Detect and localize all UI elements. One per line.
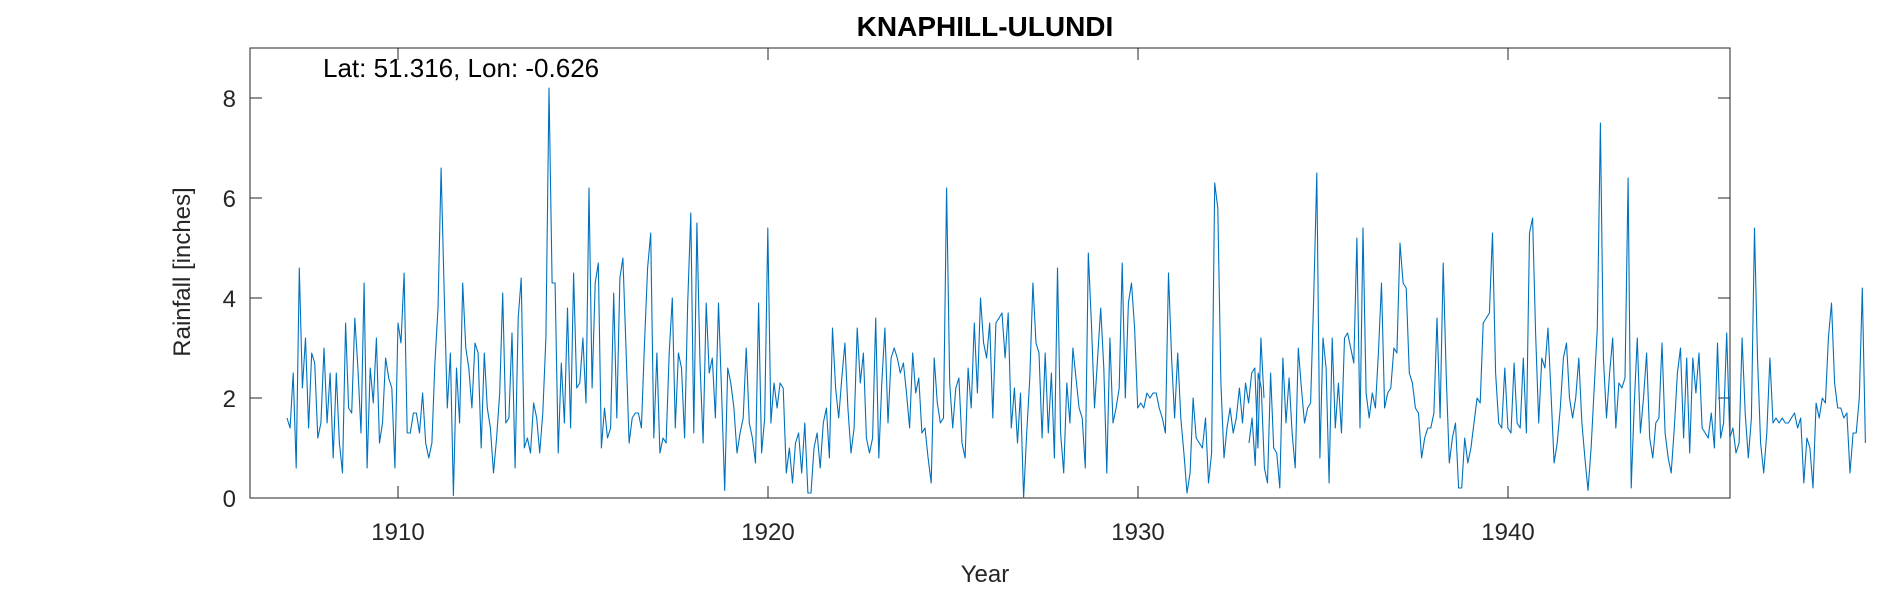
series-group — [286, 87, 1866, 499]
x-tick-label: 1910 — [371, 519, 424, 546]
y-tick-label: 6 — [223, 186, 236, 213]
y-tick-label: 8 — [223, 86, 236, 113]
axes: 1910 1920 1930 1940 0 2 4 6 8 — [223, 47, 1731, 546]
y-axis-label: Rainfall [inches] — [169, 187, 196, 356]
chart-title: KNAPHILL-ULUNDI — [857, 11, 1114, 42]
y-tick-label: 4 — [223, 286, 236, 313]
x-tick-label: 1940 — [1481, 519, 1534, 546]
x-tick-label: 1920 — [741, 519, 794, 546]
y-tick-label: 0 — [223, 486, 236, 513]
lat-lon-annotation: Lat: 51.316, Lon: -0.626 — [323, 53, 599, 83]
y-tick-label: 2 — [223, 386, 236, 413]
plot-box — [249, 47, 1731, 499]
x-tick-label: 1930 — [1111, 519, 1164, 546]
x-axis-label: Year — [961, 561, 1010, 588]
rainfall-series-line — [1248, 122, 1866, 492]
rainfall-series-line — [286, 87, 1265, 499]
